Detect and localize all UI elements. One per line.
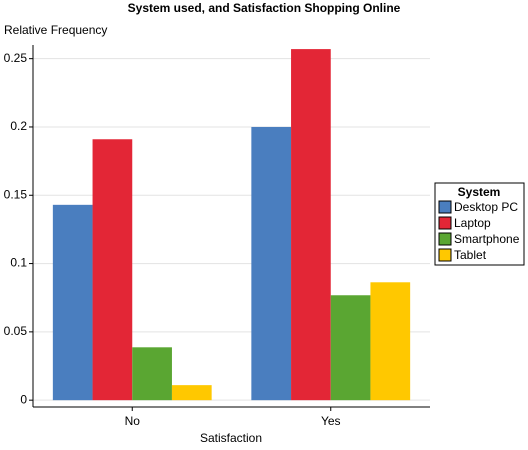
legend-swatch	[438, 232, 452, 246]
bar	[171, 385, 212, 401]
bar	[251, 126, 292, 401]
x-axis-label: Satisfaction	[200, 431, 262, 445]
legend-label: Laptop	[454, 216, 491, 230]
y-tick-label: 0.05	[4, 324, 28, 338]
y-tick-label: 0	[20, 392, 27, 406]
legend-swatch	[438, 200, 452, 214]
x-tick-label: Yes	[321, 414, 341, 428]
legend-label: Tablet	[454, 248, 487, 262]
y-tick-label: 0.1	[10, 256, 27, 270]
legend-label: Desktop PC	[454, 200, 518, 214]
legend-swatch	[438, 216, 452, 230]
legend-title: System	[458, 185, 501, 199]
x-tick-label: No	[125, 414, 141, 428]
bar	[52, 204, 93, 401]
bar	[330, 295, 371, 401]
y-tick-label: 0.25	[4, 51, 28, 65]
y-tick-label: 0.2	[10, 119, 27, 133]
y-axis-label: Relative Frequency	[4, 23, 107, 37]
legend-label: Smartphone	[454, 232, 520, 246]
bar	[370, 282, 411, 401]
y-tick-label: 0.15	[4, 187, 28, 201]
bar	[92, 139, 133, 401]
legend-swatch	[438, 248, 452, 262]
chart-title: System used, and Satisfaction Shopping O…	[128, 1, 401, 15]
bar	[132, 347, 172, 401]
bar	[291, 49, 331, 401]
